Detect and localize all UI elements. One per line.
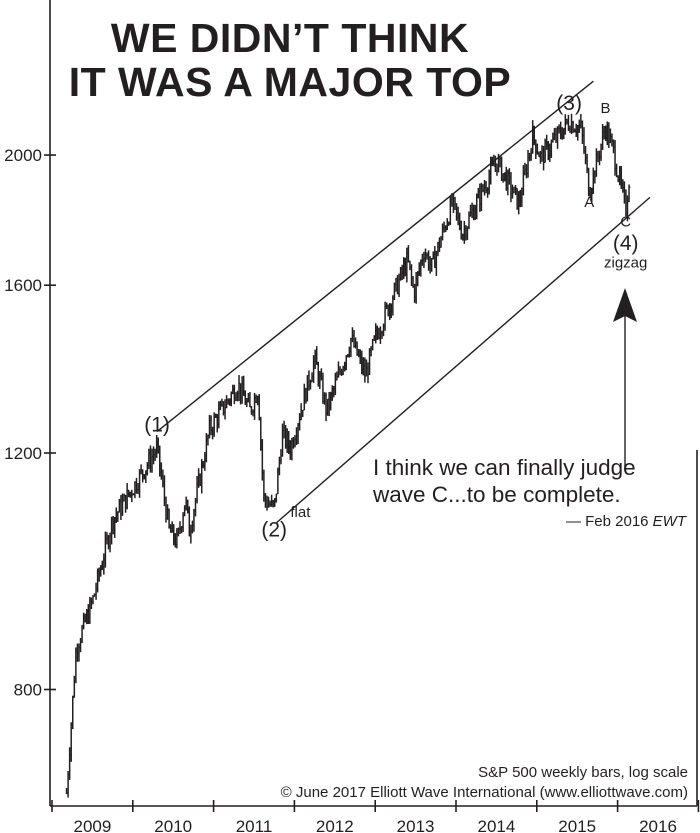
wave-label: (4) <box>613 232 639 255</box>
wave-label: (2) <box>261 518 287 541</box>
y-tick-label: 800 <box>14 680 42 699</box>
wave-label: (3) <box>556 92 582 115</box>
price-bars <box>65 113 631 798</box>
chart-frame: 800 1200 1600 2000 2009 2010 2011 2012 2013 2014 2… <box>4 0 700 833</box>
lower-channel-line <box>276 196 651 524</box>
x-tick-label: 2010 <box>154 817 192 833</box>
x-tick-label: 2012 <box>316 817 354 833</box>
quote-line-2: wave C...to be complete. <box>373 482 621 507</box>
title-line-1: WE DIDN’T THINK <box>110 15 470 61</box>
copyright: © June 2017 Elliott Wave International (… <box>280 784 688 801</box>
overlays: (1) (2)flat (3) A B C (4)zigzag <box>144 80 651 541</box>
wave-label: B <box>600 100 610 117</box>
wave-label: flat <box>290 504 311 521</box>
arrow-up-icon <box>613 288 637 322</box>
quote-source: — Feb 2016 EWT <box>566 513 686 530</box>
chart-title: WE DIDN’T THINK IT WAS A MAJOR TOP <box>40 16 540 104</box>
wave-label: zigzag <box>604 254 647 271</box>
x-tick-label: 2011 <box>236 817 273 833</box>
quote-line-1: I think we can finally judge <box>373 455 636 480</box>
quote-source-publication: EWT <box>652 513 686 530</box>
wave-label: C <box>620 213 631 230</box>
x-tick-label: 2013 <box>397 817 435 833</box>
wave-label: (1) <box>144 414 170 437</box>
quote-source-date: — Feb 2016 <box>565 513 653 530</box>
y-tick-label: 1200 <box>4 444 42 463</box>
x-tick-label: 2009 <box>73 817 111 833</box>
x-tick-label: 2016 <box>639 817 677 833</box>
quote-text: I think we can finally judge wave C...to… <box>373 454 636 508</box>
title-line-2: IT WAS A MAJOR TOP <box>68 59 512 105</box>
upper-channel-line <box>156 80 594 433</box>
x-tick-label: 2015 <box>558 817 596 833</box>
x-tick-label: 2014 <box>477 817 515 833</box>
y-tick-label: 1600 <box>4 276 42 295</box>
y-tick-label: 2000 <box>4 146 42 165</box>
chart-caption: S&P 500 weekly bars, log scale <box>478 764 688 781</box>
wave-label: A <box>584 194 594 211</box>
